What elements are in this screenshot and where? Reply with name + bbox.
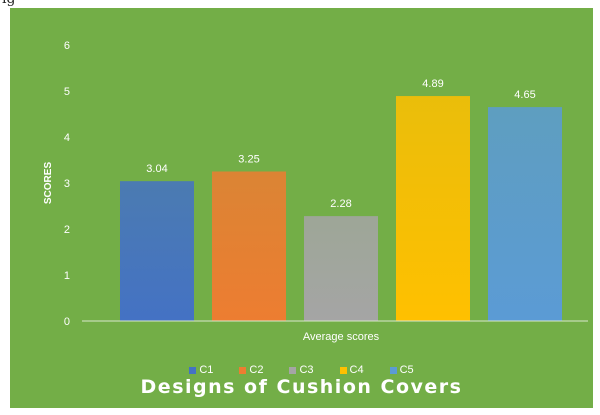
y-tick-label: 0 [64,316,70,328]
bar-chart: 0 1 2 3 4 5 6 SCORES 3.04 3.25 2.28 4.89 4.65 Average… [43,40,588,343]
legend-swatch [239,366,247,374]
data-label-c4: 4.89 [422,78,443,90]
legend-item-c2: C2 [239,364,263,376]
data-label-c1: 3.04 [146,163,167,175]
legend-item-c4: C4 [339,364,364,376]
y-tick-label: 5 [64,86,70,98]
legend-item-c5: C5 [389,364,414,376]
bar-c3 [304,216,378,321]
bar-c1 [120,181,194,321]
legend-label: C3 [299,364,314,376]
document-fragment: ig [0,0,600,8]
legend-item-c3: C3 [289,364,314,376]
y-tick-label: 1 [64,270,70,282]
y-axis-label: SCORES [43,162,54,205]
legend-label: C5 [399,364,414,376]
y-tick-label: 3 [64,178,70,190]
legend-swatch [289,366,297,374]
data-label-c2: 3.25 [238,154,259,166]
chart-panel: 0 1 2 3 4 5 6 SCORES 3.04 3.25 2.28 4.89 4.65 Average… [10,8,593,408]
y-tick-label: 4 [64,132,70,144]
legend-label: C1 [199,364,214,376]
data-label-c5: 4.65 [514,89,535,101]
chart-title: Designs of Cushion Covers [140,376,463,398]
document-fragment-text: ig [2,0,15,7]
y-tick-label: 6 [64,40,70,52]
bar-c4 [396,96,470,321]
legend-swatch [189,366,197,374]
bar-c2 [212,171,286,321]
legend-item-c1: C1 [189,364,213,376]
y-tick-label: 2 [64,224,70,236]
legend: C1 C2 C3 C4 C5 [10,364,593,376]
data-label-c3: 2.28 [330,198,351,210]
legend-swatch [389,366,397,374]
legend-swatch [339,366,347,374]
x-category-label: Average scores [303,331,380,343]
legend-label: C2 [249,364,264,376]
bar-c5 [488,107,562,321]
legend-label: C4 [349,364,364,376]
